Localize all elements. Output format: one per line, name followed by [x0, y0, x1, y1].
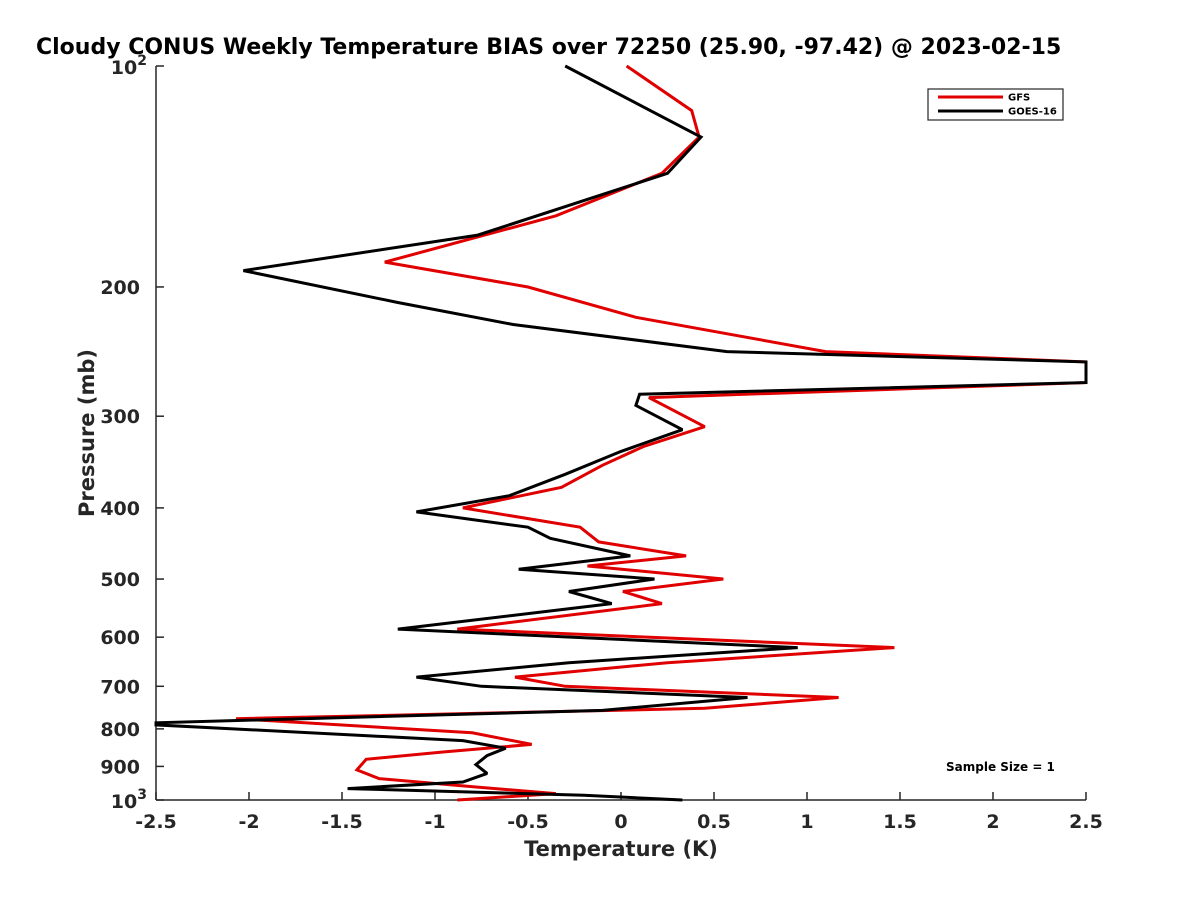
x-tick-label: 1.5 — [883, 811, 917, 833]
y-tick-label: 600 — [100, 627, 140, 649]
x-tick-label: 2 — [986, 811, 999, 833]
y-tick-label: 500 — [100, 569, 140, 591]
x-tick-label: 2.5 — [1069, 811, 1103, 833]
y-tick-label: 102 — [111, 53, 147, 79]
y-ticks: 102 200 300 400 500 600 700 800 900 103 — [100, 53, 164, 813]
y-tick-label: 200 — [100, 277, 140, 299]
y-tick-label: 103 — [111, 787, 147, 813]
y-tick-label: 400 — [100, 498, 140, 520]
legend: GFS GOES-16 — [927, 88, 1064, 121]
series-lines — [154, 64, 1088, 802]
x-tick-label: -2.5 — [135, 811, 177, 833]
legend-box — [927, 88, 1064, 121]
legend-label: GOES-16 — [1008, 107, 1057, 118]
sample-size-annotation: Sample Size = 1 — [946, 760, 1055, 774]
chart-title: Cloudy CONUS Weekly Temperature BIAS ove… — [36, 35, 1061, 60]
x-tick-label: -1.5 — [321, 811, 363, 833]
x-tick-label: -1 — [424, 811, 445, 833]
y-axis-label: Pressure (mb) — [75, 349, 99, 517]
y-tick-label: 300 — [100, 406, 140, 428]
x-tick-label: -0.5 — [507, 811, 549, 833]
legend-entries: GFS GOES-16 — [938, 93, 1057, 118]
x-tick-label: 0.5 — [697, 811, 731, 833]
y-tick-label: 900 — [100, 756, 140, 778]
x-ticks: -2.5 -2 -1.5 -1 -0.5 0 0.5 1 1.5 2 2.5 — [135, 792, 1103, 833]
x-tick-label: -2 — [238, 811, 259, 833]
x-axis-label: Temperature (K) — [524, 837, 718, 861]
x-tick-label: 1 — [800, 811, 813, 833]
y-tick-label: 800 — [100, 719, 140, 741]
legend-label: GFS — [1008, 93, 1030, 104]
series-line-goes-16 — [154, 64, 1088, 802]
x-tick-label: 0 — [614, 811, 627, 833]
y-tick-label: 700 — [100, 676, 140, 698]
